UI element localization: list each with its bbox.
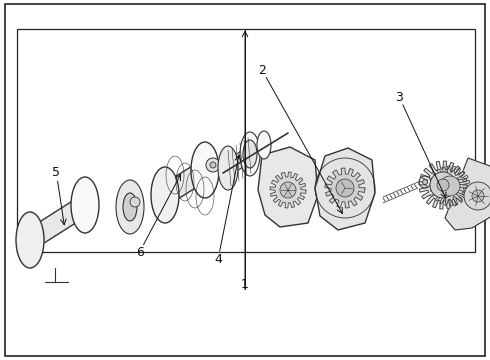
Circle shape <box>336 179 354 197</box>
Polygon shape <box>315 148 375 230</box>
Circle shape <box>422 180 427 185</box>
Text: 6: 6 <box>136 246 144 258</box>
Polygon shape <box>247 141 267 158</box>
Circle shape <box>440 176 460 196</box>
Polygon shape <box>430 166 470 206</box>
Text: 5: 5 <box>52 166 60 179</box>
Circle shape <box>437 179 449 191</box>
Ellipse shape <box>191 142 219 198</box>
Ellipse shape <box>71 177 99 233</box>
Text: 1: 1 <box>241 278 249 291</box>
Text: 2: 2 <box>258 64 266 77</box>
Polygon shape <box>419 161 467 209</box>
Circle shape <box>430 172 456 198</box>
Ellipse shape <box>16 212 44 268</box>
Circle shape <box>464 182 490 210</box>
Ellipse shape <box>240 132 260 176</box>
Ellipse shape <box>257 131 271 159</box>
Circle shape <box>206 158 220 172</box>
Polygon shape <box>325 168 365 208</box>
Polygon shape <box>24 197 91 248</box>
Bar <box>17 29 475 252</box>
Text: 4: 4 <box>214 253 222 266</box>
Ellipse shape <box>123 193 137 221</box>
Text: 3: 3 <box>395 91 403 104</box>
Ellipse shape <box>218 146 238 190</box>
Polygon shape <box>445 158 490 230</box>
Polygon shape <box>160 161 210 204</box>
Circle shape <box>130 197 140 207</box>
Circle shape <box>419 176 431 188</box>
Polygon shape <box>270 172 306 208</box>
Circle shape <box>472 190 484 202</box>
Circle shape <box>210 162 216 168</box>
Polygon shape <box>258 147 318 227</box>
Circle shape <box>280 182 296 198</box>
Ellipse shape <box>243 140 257 168</box>
Ellipse shape <box>151 167 179 223</box>
Polygon shape <box>224 148 254 174</box>
Ellipse shape <box>116 180 144 234</box>
